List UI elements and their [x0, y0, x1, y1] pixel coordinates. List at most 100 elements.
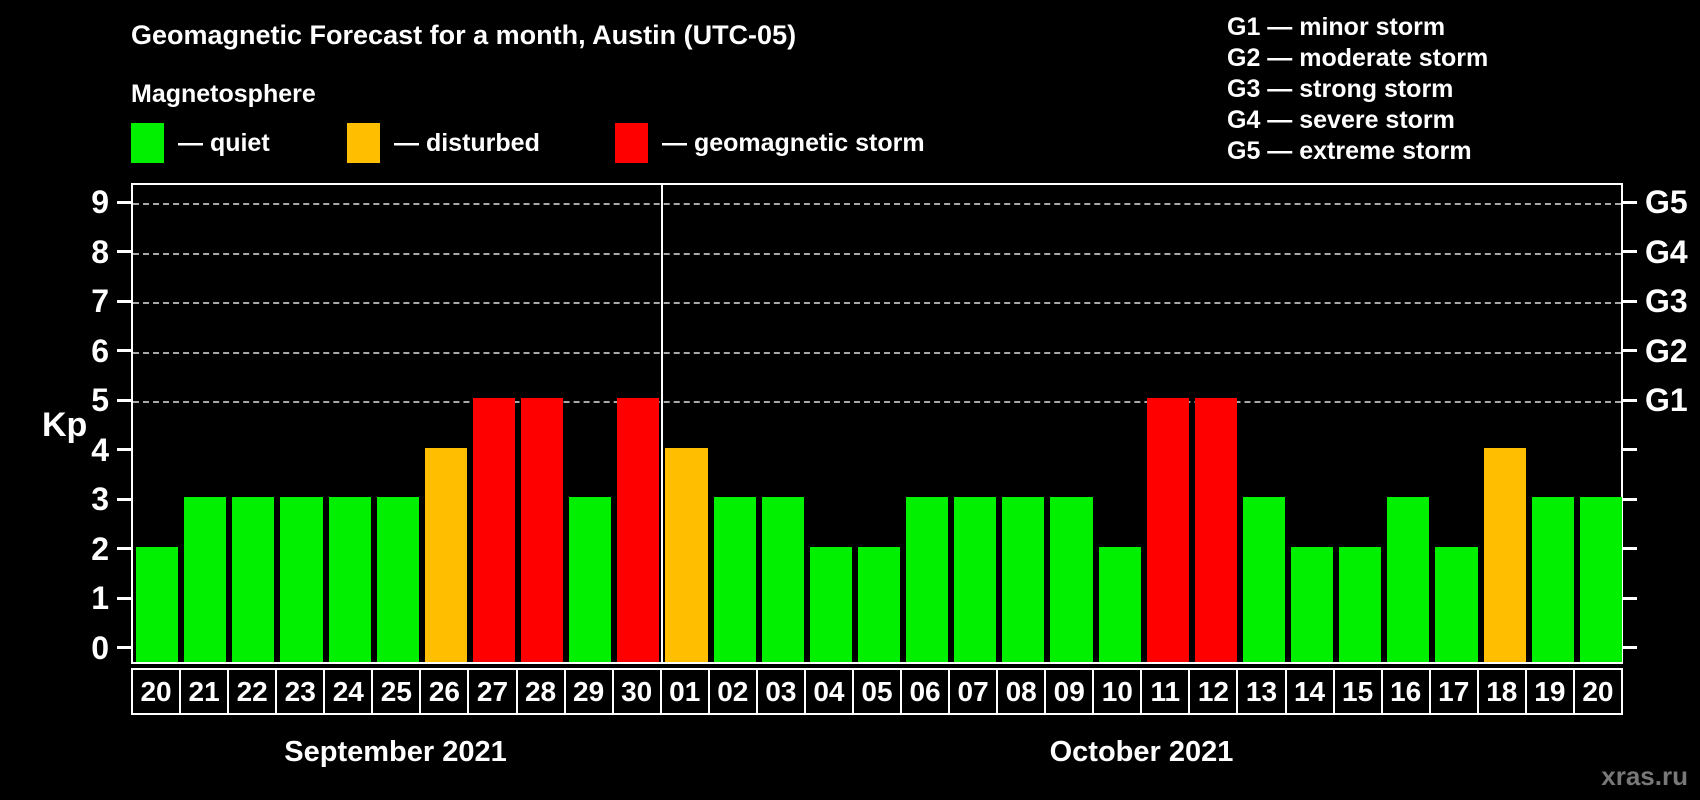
date-cell-september-21: 21	[181, 670, 230, 713]
date-cell-october-02: 02	[710, 670, 758, 713]
kp-bar-october-02	[713, 497, 756, 662]
date-cell-september-30: 30	[614, 670, 662, 713]
gridline-kp5	[133, 401, 1621, 403]
legend-disturbed-label: — disturbed	[394, 128, 540, 157]
right-tick-kp5	[1623, 398, 1637, 402]
left-tick-kp0	[117, 646, 131, 649]
kp-bar-september-27	[472, 398, 516, 662]
y-tick-label-5: 5	[91, 382, 109, 418]
kp-bar-september-20	[136, 546, 179, 662]
g1-legend-line: G1 — minor storm	[1227, 13, 1446, 41]
gridline-kp8	[133, 252, 1621, 255]
kp-bar-october-01	[665, 447, 708, 662]
kp-bar-october-06	[906, 497, 949, 662]
y-axis-title: Kp	[42, 406, 88, 444]
kp-bar-october-05	[857, 546, 901, 662]
disturbed-color-swatch	[347, 123, 380, 163]
kp-bar-september-21	[184, 497, 227, 662]
date-cell-october-15: 15	[1335, 670, 1383, 713]
kp-bar-october-20	[1579, 497, 1622, 662]
y-tick-label-3: 3	[91, 481, 109, 517]
right-tick-kp4	[1623, 448, 1637, 451]
right-tick-kp3	[1623, 497, 1637, 501]
legend-quiet-label: — quiet	[178, 128, 270, 157]
left-tick-kp9	[117, 200, 131, 204]
kp-bar-october-13	[1242, 497, 1286, 662]
kp-bar-october-16	[1387, 497, 1430, 662]
kp-bar-september-26	[424, 447, 467, 662]
y-tick-label-6: 6	[91, 332, 109, 369]
y-tick-label-7: 7	[91, 283, 109, 319]
kp-bar-october-14	[1291, 546, 1334, 662]
chart-plot-area	[131, 183, 1623, 664]
date-cell-september-27: 27	[469, 670, 518, 713]
left-tick-kp4	[117, 448, 131, 451]
quiet-color-swatch	[131, 123, 164, 163]
date-cell-october-04: 04	[806, 670, 854, 713]
right-tick-kp6	[1623, 349, 1637, 352]
date-cell-october-07: 07	[950, 670, 999, 713]
date-cell-october-11: 11	[1142, 670, 1191, 713]
right-axis-label-g3: G3	[1645, 283, 1688, 319]
y-tick-label-2: 2	[91, 530, 109, 567]
kp-bar-october-11	[1146, 398, 1189, 662]
date-cell-october-20: 20	[1582, 675, 1614, 707]
date-cell-september-26: 26	[421, 670, 470, 713]
y-tick-label-4: 4	[91, 431, 109, 468]
y-tick-label-0: 0	[91, 629, 109, 666]
legend-item-quiet: — quiet	[131, 122, 270, 164]
g-scale-legend: G1 — minor storm G2 — moderate storm G3 …	[1227, 12, 1488, 167]
right-tick-kp7	[1623, 299, 1637, 303]
date-cell-october-10: 10	[1094, 670, 1143, 713]
month-label-september: September 2021	[284, 736, 507, 768]
date-cell-october-14: 14	[1287, 670, 1335, 713]
kp-bar-september-22	[232, 497, 275, 662]
date-cell-october-12: 12	[1190, 670, 1239, 713]
right-axis-label-g2: G2	[1645, 332, 1688, 369]
right-axis-label-g1: G1	[1645, 382, 1688, 418]
legend-item-storm: — geomagnetic storm	[615, 122, 925, 164]
date-cell-september-20: 20	[133, 670, 182, 713]
kp-bar-september-25	[376, 497, 419, 662]
left-tick-kp5	[117, 398, 131, 402]
magnetosphere-heading: Magnetosphere	[131, 80, 316, 108]
date-cell-october-13: 13	[1238, 670, 1287, 713]
g4-legend-line: G4 — severe storm	[1227, 106, 1455, 134]
kp-bar-october-07	[954, 497, 997, 662]
date-cell-september-25: 25	[373, 670, 422, 713]
kp-bar-october-04	[809, 546, 852, 662]
gridline-kp6	[133, 351, 1621, 354]
gridline-kp7	[133, 302, 1621, 304]
kp-bar-october-17	[1435, 546, 1478, 662]
date-cell-october-16: 16	[1383, 670, 1431, 713]
right-tick-kp9	[1623, 200, 1637, 204]
date-cell-october-08: 08	[998, 670, 1047, 713]
date-cell-october-09: 09	[1046, 670, 1095, 713]
kp-bar-september-23	[280, 497, 323, 662]
left-tick-kp7	[117, 299, 131, 303]
kp-bar-october-08	[1002, 497, 1045, 662]
kp-bar-september-24	[328, 497, 371, 662]
kp-bar-october-10	[1098, 546, 1141, 662]
right-tick-kp0	[1623, 646, 1637, 649]
y-tick-label-1: 1	[91, 580, 109, 616]
g3-legend-line: G3 — strong storm	[1227, 75, 1454, 103]
right-tick-kp1	[1623, 596, 1637, 600]
g5-legend-line: G5 — extreme storm	[1227, 137, 1472, 165]
watermark-xras: xras.ru	[1601, 761, 1688, 791]
legend-item-disturbed: — disturbed	[347, 122, 540, 164]
date-cell-october-01: 01	[662, 670, 710, 713]
gridline-kp9	[133, 203, 1621, 205]
kp-bar-october-15	[1339, 546, 1382, 662]
kp-bar-october-12	[1194, 398, 1237, 662]
right-tick-kp2	[1623, 547, 1637, 550]
date-cell-october-18: 18	[1479, 670, 1527, 713]
kp-bar-october-03	[761, 497, 804, 662]
kp-bar-september-29	[569, 497, 612, 662]
date-cell-september-29: 29	[566, 670, 614, 713]
y-tick-label-9: 9	[91, 184, 109, 220]
date-cell-october-05: 05	[854, 670, 902, 713]
right-axis-label-g4: G4	[1645, 233, 1688, 270]
date-cell-october-03: 03	[758, 670, 806, 713]
date-cell-september-28: 28	[518, 670, 566, 713]
